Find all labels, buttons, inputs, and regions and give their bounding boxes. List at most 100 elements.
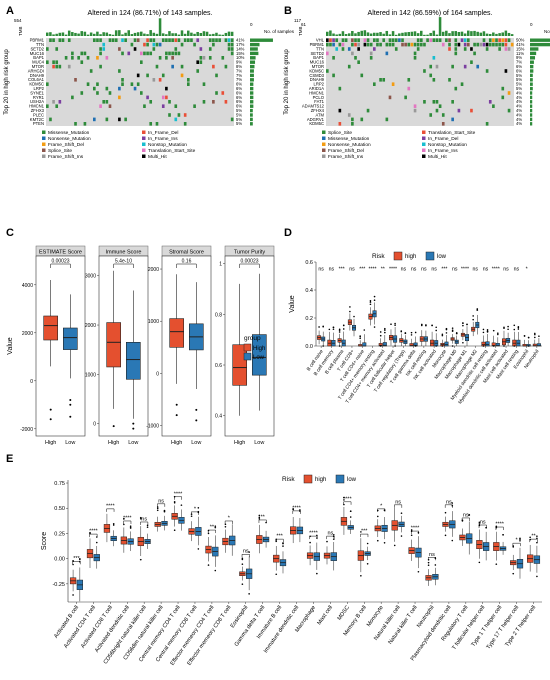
box-outlier	[366, 542, 369, 545]
legend-label: Missense_Mutation	[48, 130, 90, 136]
mutation-cell	[158, 56, 162, 60]
mutation-cell	[152, 78, 156, 82]
tmb-bar	[180, 30, 184, 36]
mutation-cell	[124, 38, 127, 42]
mutation-cell	[140, 60, 143, 64]
sig-label: ns	[158, 498, 164, 504]
mutation-cell	[202, 56, 206, 60]
mutation-cell	[93, 86, 96, 91]
mutation-cell	[168, 51, 171, 56]
gene-percent: 6%	[236, 86, 242, 91]
gene-count-bar	[250, 117, 253, 122]
mutation-cell	[180, 42, 184, 47]
box-outlier	[425, 324, 427, 326]
mutation-cell	[46, 82, 49, 86]
box-outlier	[363, 329, 366, 331]
gene-percent: 5%	[516, 82, 522, 87]
legend-label: Translation_Start_Site	[428, 130, 476, 136]
box-low	[362, 342, 367, 347]
mutation-cell	[224, 100, 228, 104]
oncoplot-title: Altered in 142 (86.59%) of 164 samples.	[368, 10, 493, 17]
mutation-cell	[394, 38, 398, 42]
tmb-bar	[199, 32, 203, 36]
gene-percent: 4%	[516, 121, 522, 126]
box-outlier	[462, 341, 464, 344]
box-outlier	[492, 329, 495, 332]
mutation-cell	[335, 47, 339, 51]
mutation-cell	[463, 38, 467, 42]
mutation-cell	[347, 113, 351, 117]
tmb-bar	[177, 34, 181, 36]
mutation-cell	[146, 51, 149, 56]
mutation-cell	[495, 38, 498, 42]
x-tick-label: Low	[254, 440, 264, 446]
box-outlier	[384, 331, 386, 334]
tmb-bar	[171, 33, 174, 36]
mutation-cell	[401, 42, 404, 47]
legend-swatch	[42, 142, 46, 146]
mutation-cell	[470, 47, 473, 51]
mutation-cell	[441, 113, 445, 117]
box-outlier	[173, 501, 176, 503]
mutation-cell	[52, 100, 55, 104]
tmb-axis-max: 117	[294, 18, 302, 23]
box-outlier	[299, 509, 301, 511]
mutation-cell	[385, 51, 389, 56]
mutation-cell	[476, 42, 480, 47]
box-outlier	[390, 323, 392, 326]
mutation-cell	[230, 42, 234, 47]
gene-label: FAT1	[314, 99, 324, 104]
gene-count-bar	[530, 117, 533, 122]
mutation-cell	[501, 86, 505, 91]
mutation-cell	[423, 100, 426, 104]
box-outlier	[410, 331, 413, 334]
mutation-cell	[215, 73, 218, 78]
tmb-bar	[470, 31, 473, 36]
box-outlier	[444, 511, 447, 514]
mutation-cell	[507, 91, 511, 95]
box-outlier	[478, 523, 481, 525]
mutation-cell	[46, 104, 49, 108]
tmb-bar	[495, 33, 498, 36]
gene-label: ZFHX4	[311, 108, 325, 113]
box-outlier	[445, 332, 448, 334]
box-low	[252, 334, 267, 376]
tmb-bar	[55, 33, 58, 36]
mutation-cell	[435, 100, 439, 104]
mutation-cell	[174, 117, 178, 122]
gene-label: KMT2C	[30, 117, 44, 122]
tmb-bar	[410, 31, 414, 36]
legend-swatch	[393, 251, 403, 261]
mutation-cell	[492, 38, 495, 42]
gene-count-bar	[530, 64, 534, 69]
mutation-cell	[152, 47, 156, 51]
gene-label: SETD2	[31, 46, 45, 51]
box-outlier	[536, 575, 538, 578]
box-outlier	[123, 523, 125, 526]
mutation-cell	[74, 122, 77, 126]
gene-label: COL6A1	[28, 77, 45, 82]
mutation-cell	[155, 64, 159, 69]
box-outlier	[292, 508, 294, 511]
mutation-cell	[146, 42, 149, 47]
gene-percent: 6%	[236, 82, 242, 87]
legend-swatch	[303, 474, 313, 484]
box-outlier	[360, 574, 362, 577]
facet-title: Immune Score	[106, 250, 142, 256]
box-outlier	[404, 332, 407, 334]
y-tick-label: 1000	[148, 319, 159, 325]
mutation-cell	[354, 38, 357, 42]
sig-label: ****	[292, 505, 301, 511]
mutation-cell	[108, 38, 112, 42]
legend-title: Risk	[282, 476, 295, 483]
mutation-cell	[482, 42, 486, 47]
box-outlier	[503, 327, 505, 329]
sig-bracket	[512, 542, 521, 547]
gene-count-bar	[250, 73, 254, 78]
tmb-bar	[344, 34, 348, 36]
tmb-bar	[476, 31, 479, 36]
tmb-bar	[460, 31, 464, 36]
box-outlier	[444, 534, 447, 537]
tmb-bar	[227, 31, 231, 36]
sig-label: ns	[483, 267, 489, 273]
